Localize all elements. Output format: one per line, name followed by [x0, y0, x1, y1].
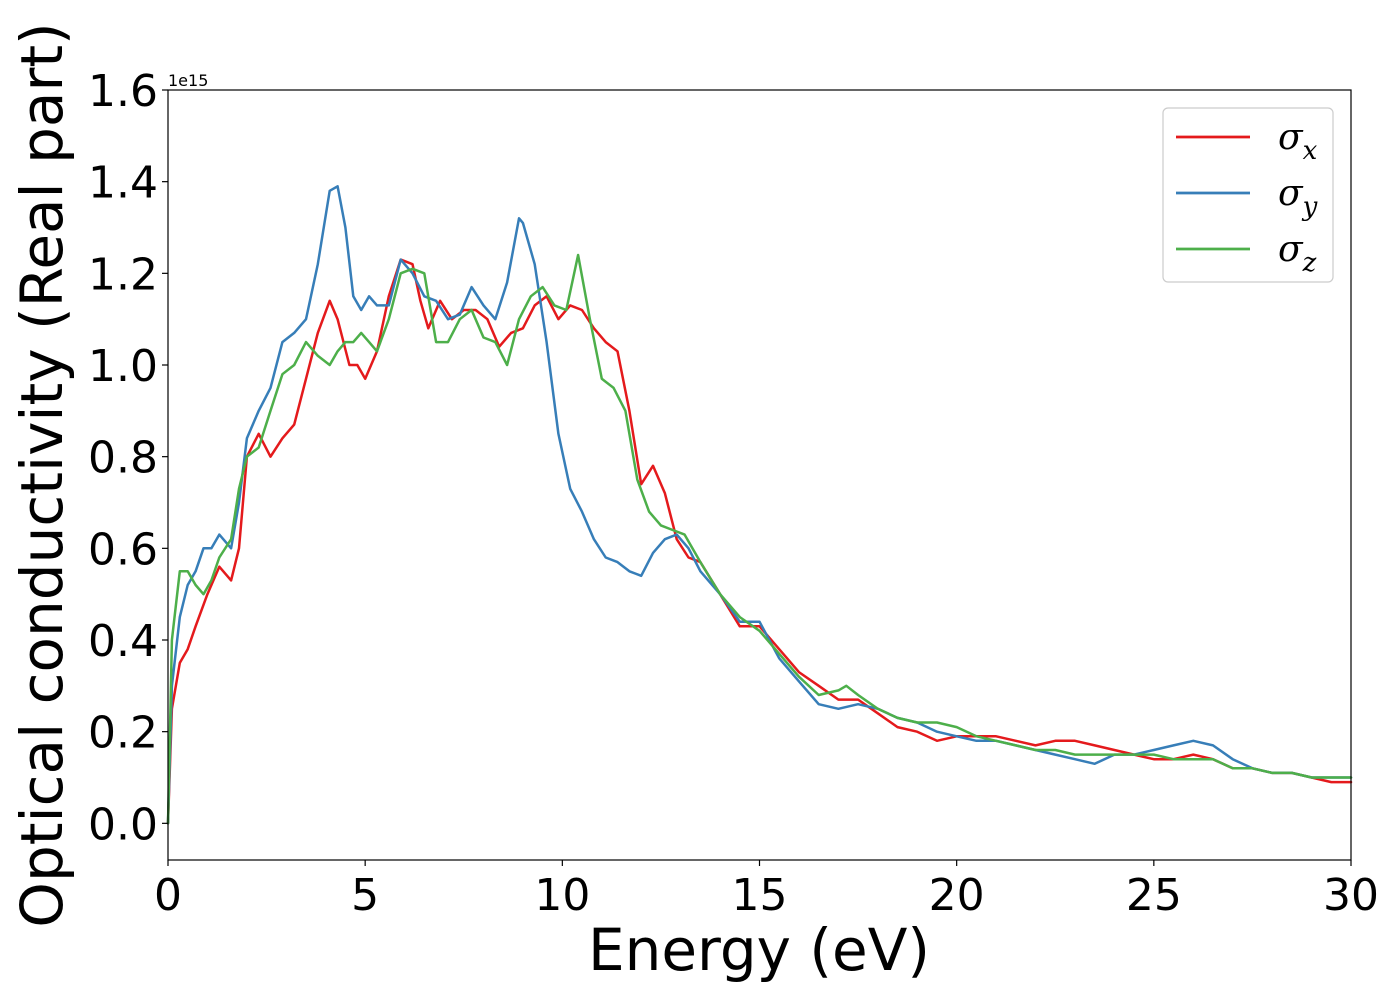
x-axis-title: Energy (eV) — [588, 916, 930, 984]
x-tick-label: 5 — [351, 870, 379, 921]
y-tick-label: 0.6 — [88, 524, 158, 575]
y-tick-label: 1.0 — [88, 341, 158, 392]
legend-label-subscript: y — [1302, 192, 1318, 222]
y-tick-label: 1.4 — [88, 158, 158, 209]
x-axis-ticks: 0 5 10 15 20 25 30 — [154, 860, 1379, 921]
legend-label-symbol: σ — [1278, 173, 1304, 214]
x-tick-label: 20 — [929, 870, 985, 921]
series-line-z — [166, 253, 1353, 825]
legend-label-subscript: x — [1303, 136, 1318, 166]
y-tick-label: 0.8 — [88, 433, 158, 484]
x-tick-label: 0 — [154, 870, 182, 921]
y-tick-label: 1.6 — [88, 66, 158, 117]
y-axis-ticks: 0.0 0.2 0.4 0.6 0.8 1.0 1.2 1.4 1.6 — [88, 66, 168, 850]
legend-label-x: σx — [1278, 117, 1318, 166]
legend-label-y: σy — [1278, 173, 1318, 222]
y-axis-title: Optical conductivity (Real part) — [8, 22, 76, 927]
x-tick-label: 30 — [1323, 870, 1379, 921]
plot-background — [168, 90, 1351, 860]
y-tick-label: 0.2 — [88, 708, 158, 759]
series-layer — [166, 185, 1353, 825]
x-tick-label: 25 — [1126, 870, 1182, 921]
legend-label-z: σz — [1278, 229, 1317, 278]
legend-label-symbol: σ — [1278, 117, 1304, 158]
x-tick-label: 10 — [534, 870, 590, 921]
legend-box — [1162, 107, 1334, 283]
legend-label-subscript: z — [1302, 248, 1317, 278]
y-tick-label: 0.0 — [88, 799, 158, 850]
x-tick-label: 15 — [732, 870, 788, 921]
y-tick-label: 1.2 — [88, 249, 158, 300]
legend-label-symbol: σ — [1278, 229, 1304, 270]
series-line-y — [166, 185, 1353, 825]
y-offset-label: 1e15 — [168, 71, 208, 90]
y-tick-label: 0.4 — [88, 616, 158, 667]
series-line-x — [166, 258, 1353, 825]
